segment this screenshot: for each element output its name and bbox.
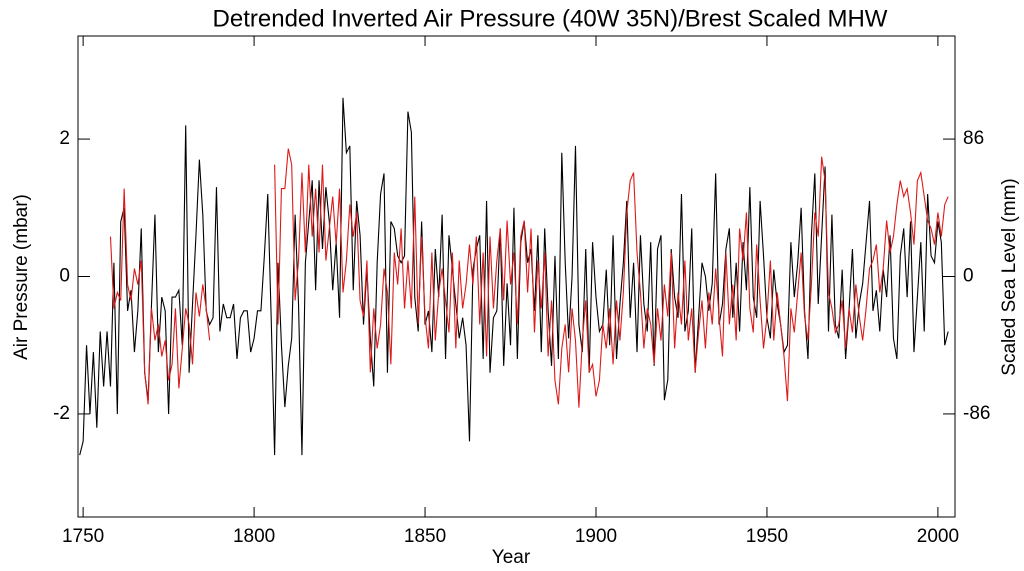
x-tick-label: 1950 — [746, 526, 788, 547]
x-tick-label: 1900 — [575, 526, 617, 547]
x-tick-label: 1800 — [233, 526, 275, 547]
y2-tick-label: 86 — [963, 128, 984, 149]
plot-frame — [77, 35, 956, 518]
series-line — [79, 97, 949, 456]
x-axis-label: Year — [492, 547, 531, 568]
series-line — [109, 148, 949, 408]
y2-tick-label: -86 — [963, 403, 990, 424]
y-tick-label: 0 — [59, 266, 70, 287]
chart-title: Detrended Inverted Air Pressure (40W 35N… — [213, 5, 888, 32]
x-tick-label: 1750 — [62, 526, 104, 547]
y2-tick-label: 0 — [963, 266, 974, 287]
y-tick-label: -2 — [53, 403, 70, 424]
x-tick-label: 1850 — [404, 526, 446, 547]
y2-axis-label: Scaled Sea Level (mm) — [999, 178, 1020, 375]
x-tick-label: 2000 — [917, 526, 959, 547]
y-tick-label: 2 — [59, 128, 70, 149]
y-axis-label: Air Pressure (mbar) — [11, 194, 32, 360]
